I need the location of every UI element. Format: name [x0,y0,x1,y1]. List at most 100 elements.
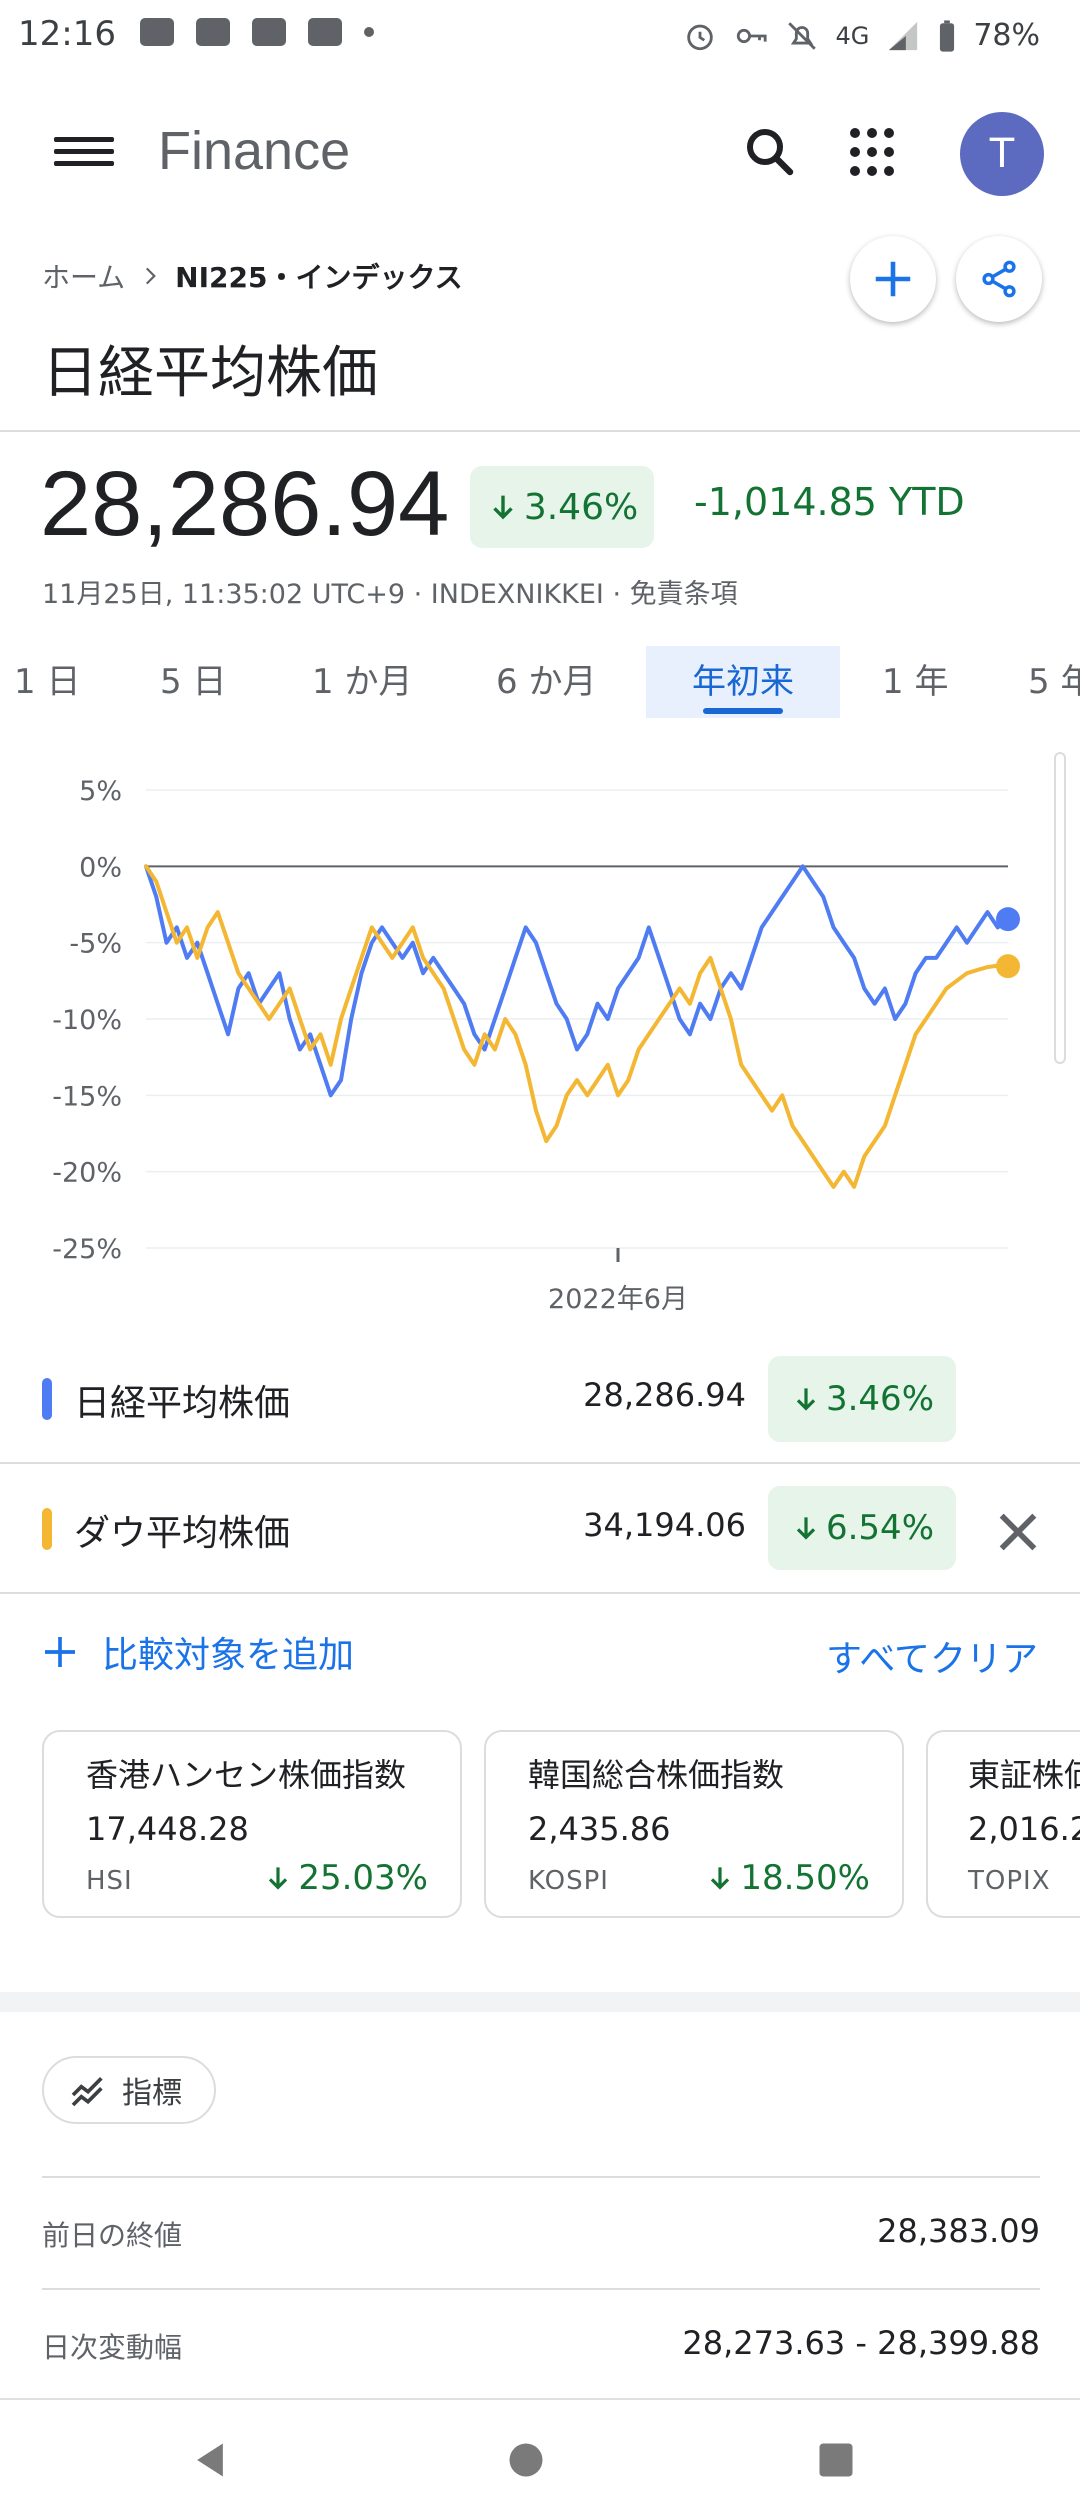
card-value: 2,016.2 [968,1810,1080,1848]
card-symbol: HSI [86,1866,133,1896]
status-time: 12:16 [18,14,116,54]
battery-level: 78% [973,18,1040,53]
y-tick-label: -15% [52,1081,122,1112]
tab-ytd[interactable]: 年初来 [646,646,840,718]
message-icon [140,18,174,46]
chart-scrollbar[interactable] [1054,752,1066,1064]
signal-icon [889,21,918,50]
breadcrumb-current: NI225・インデックス [175,261,463,294]
series-line-1 [144,864,1010,1189]
tab-6-month[interactable]: 6 か月 [496,662,597,702]
x-tick-label: 2022年6月 [548,1284,688,1315]
notification-icons [140,18,374,46]
arrow-down-icon [796,1517,816,1540]
arrow-down-icon [711,1867,730,1890]
more-notifications-icon [364,27,374,37]
section-separator [0,1992,1080,2012]
clear-all-button[interactable]: すべてクリア [825,1639,1038,1680]
y-tick-label: -10% [52,1005,122,1036]
card-change: 18.50% [704,1858,870,1898]
arrow-down-icon [493,495,513,520]
card-name: 韓国総合株価指数 [528,1756,785,1794]
apps-grid-icon[interactable] [850,128,900,178]
card-change-value: 25.03% [298,1858,428,1898]
range-tabs: 1 日 5 日 1 か月 6 か月 年初来 1 年 5 年 [0,646,1080,718]
legend-row-dow[interactable]: ダウ平均株価 34,194.06 6.54% [0,1478,1080,1578]
y-tick-label: 5% [79,776,122,807]
gmail-icon [196,18,230,46]
index-card-kospi[interactable]: 韓国総合株価指数 2,435.86 KOSPI 18.50% [484,1730,904,1918]
tab-5-day[interactable]: 5 日 [160,662,227,702]
add-comparison-label: 比較対象を追加 [102,1635,355,1676]
breadcrumb: ホーム NI225・インデックス [42,256,463,296]
series-end-point-0 [996,907,1020,932]
arrow-down-icon [796,1388,816,1411]
comparison-chart: 5% 0% -5% -10% -15% -20% -25% 2022年6月 [52,776,1020,1315]
legend-row-nikkei[interactable]: 日経平均株価 28,286.94 3.46% [0,1348,1080,1448]
legend-change: 6.54% [825,1508,934,1548]
card-change: 25.03% [262,1858,428,1898]
add-comparison-button[interactable]: 比較対象を追加 [40,1626,354,1678]
y-tick-label: 0% [79,852,122,883]
arrow-down-icon [269,1867,288,1890]
metrics-chip[interactable]: 指標 [42,2056,216,2124]
share-icon [982,260,1016,298]
change-percent: 3.46% [523,486,639,528]
system-navigation-bar [0,2398,1080,2520]
back-icon[interactable] [188,2436,232,2484]
legend-color-marker [42,1508,52,1550]
stat-value: 28,383.09 [877,2212,1040,2250]
tab-5-year[interactable]: 5 年 [1028,662,1080,702]
y-tick-label: -25% [52,1234,122,1265]
stat-label: 前日の終値 [42,2219,183,2252]
divider [0,1592,1080,1594]
index-card-topix[interactable]: 東証株価指数 2,016.2 TOPIX [926,1730,1080,1918]
card-symbol: TOPIX [968,1866,1051,1896]
card-value: 17,448.28 [86,1810,249,1848]
card-name: 香港ハンセン株価指数 [86,1756,407,1794]
system-icons: 4G 78% [683,18,1040,53]
vpn-key-icon [737,28,768,43]
status-bar: 12:16 4G 78% [0,0,1080,76]
app-bar: Finance T [0,100,1080,210]
change-percent-badge: 3.46% [768,1356,956,1442]
plus-icon [45,1637,75,1667]
series-end-point-1 [996,954,1020,979]
series-line-0 [144,864,1010,1098]
close-icon[interactable] [990,1504,1046,1560]
legend-change: 3.46% [825,1379,934,1419]
legend-name: ダウ平均株価 [74,1513,291,1554]
index-card-hsi[interactable]: 香港ハンセン株価指数 17,448.28 HSI 25.03% [42,1730,462,1918]
trending-chart-icon [71,2077,103,2107]
youtube-icon [252,18,286,46]
youtube-icon [308,18,342,46]
alarm-icon [687,24,714,50]
card-change-value: 18.50% [740,1858,870,1898]
battery-icon [940,19,955,52]
home-icon[interactable] [504,2436,548,2484]
card-value: 2,435.86 [528,1810,671,1848]
search-icon[interactable] [740,122,800,182]
change-percent-badge: 3.46% [470,466,654,548]
plus-icon [875,261,911,297]
recents-icon[interactable] [814,2436,858,2484]
avatar[interactable]: T [960,112,1044,196]
y-tick-label: -5% [69,929,122,960]
legend-value: 34,194.06 [583,1506,746,1544]
tab-1-year[interactable]: 1 年 [882,662,949,702]
tab-1-day[interactable]: 1 日 [14,662,81,702]
stat-row-previous-close: 前日の終値 28,383.09 [42,2176,1040,2286]
tab-1-month[interactable]: 1 か月 [312,662,413,702]
share-button[interactable] [956,236,1042,322]
divider [0,1462,1080,1464]
metrics-label: 指標 [122,2076,182,2111]
legend-name: 日経平均株価 [74,1383,291,1424]
y-tick-label: -20% [52,1158,122,1189]
menu-icon[interactable] [54,130,114,180]
current-price: 28,286.94 [40,453,450,555]
breadcrumb-home[interactable]: ホーム [42,261,126,294]
legend-value: 28,286.94 [583,1376,746,1414]
network-type: 4G [835,21,870,50]
add-to-watchlist-button[interactable] [850,236,936,322]
app-title: Finance [158,121,351,181]
